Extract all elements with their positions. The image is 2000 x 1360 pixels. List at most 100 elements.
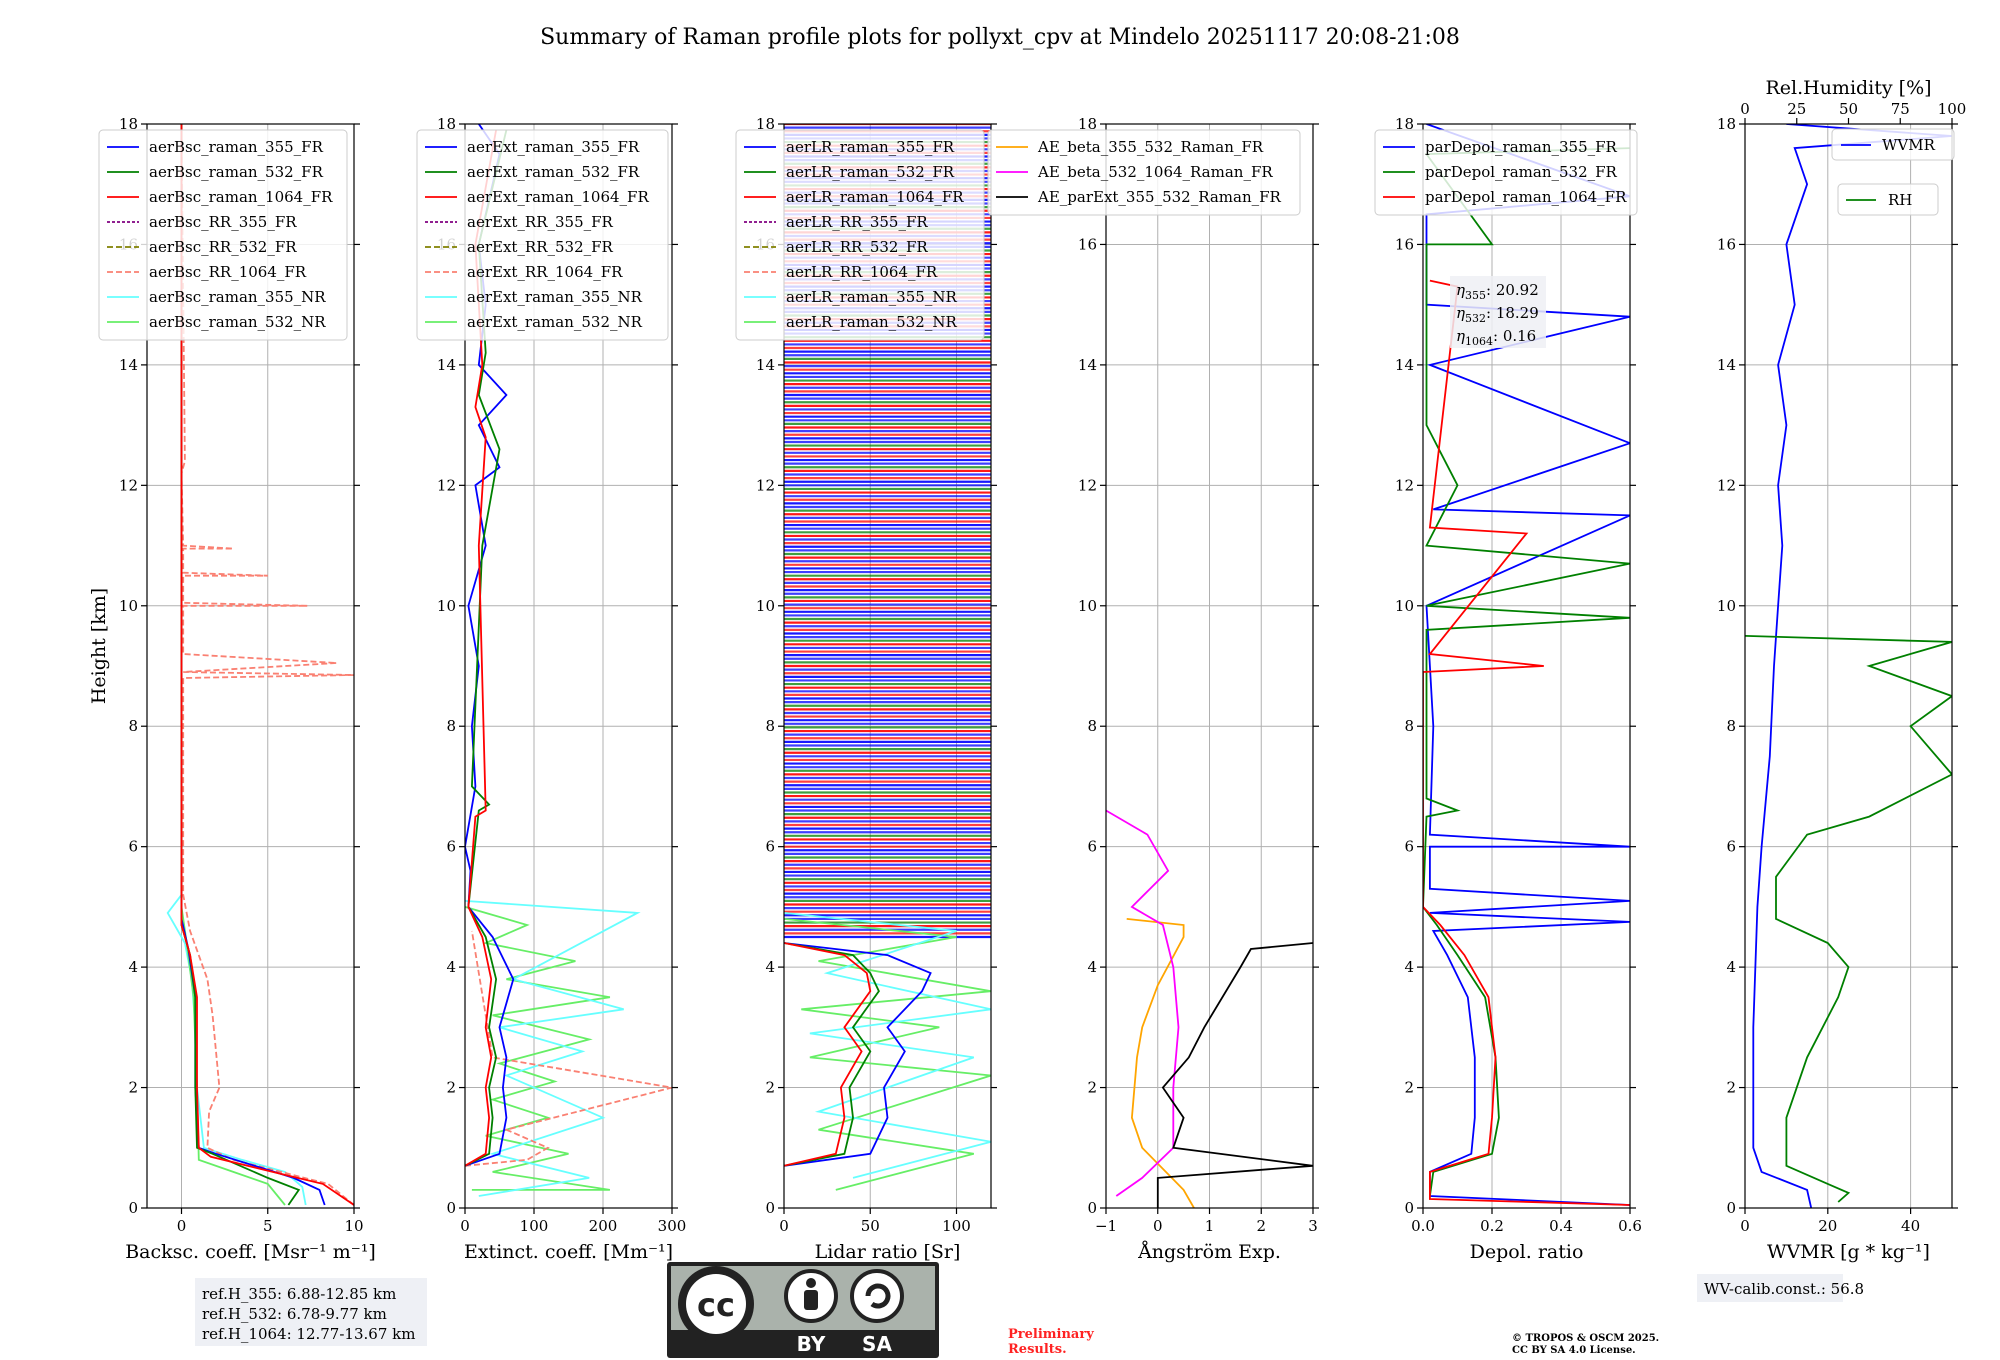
legend-label: aerExt_RR_532_FR [467,238,614,256]
x-tick-label: 0 [460,1217,470,1235]
top-x-tick-label: 100 [1938,100,1967,118]
axes-frame [464,123,673,1209]
legend-label: parDepol_raman_532_FR [1425,163,1618,181]
y-tick-label: 12 [1395,476,1414,494]
x-tick-label: 20 [1818,1217,1837,1235]
y-tick-label: 0 [765,1199,775,1217]
series-AE_beta_532_1064_Raman_FR [1106,809,1180,1197]
legend-label: aerExt_raman_532_NR [467,313,643,331]
legend-label: AE_beta_355_532_Raman_FR [1037,138,1264,156]
x-tick-label: 2 [1256,1217,1266,1235]
y-tick-label: 8 [1726,717,1736,735]
y-tick-label: 18 [1717,115,1736,133]
x-tick-label: 0.2 [1480,1217,1504,1235]
eta-value: : 0.16 [1493,327,1536,345]
series-AE_parExt_355_532_Raman_FR [1156,942,1313,1208]
legend-label: WVMR [1882,136,1936,154]
sa-label: SA [862,1332,892,1356]
figure-title: Summary of Raman profile plots for polly… [540,25,1460,50]
legend-bsc: aerBsc_raman_355_FR aerBsc_raman_532_FRae… [98,129,348,341]
series-aerLR_raman_1064_FR [784,942,872,1167]
legend-label: AE_parExt_355_532_Raman_FR [1037,188,1282,206]
legend-label: AE_beta_532_1064_Raman_FR [1037,163,1273,181]
y-tick-label: 14 [119,356,138,374]
legend-label: aerLR_raman_355_NR [786,288,957,306]
y-tick-label: 4 [1726,958,1736,976]
eta-line: η532: 18.29 [1456,304,1539,325]
y-tick-label: 14 [1395,356,1414,374]
y-tick-label: 6 [1087,838,1097,856]
legend-label: aerLR_raman_355_FR [786,138,955,156]
plot-area-wv [1745,124,1952,1208]
panel-depol: 0 2 4 6 8 10 12 14 16 18 0.0 0.2 0.4 0.6 Depol. ratio p… [1374,115,1642,1263]
legend-box [1374,129,1638,216]
x-axis-label-bsc: Backsc. coeff. [Msr⁻¹ m⁻¹] [125,1241,376,1263]
y-tick-label: 16 [1717,235,1736,253]
y-tick-label: 0 [1726,1199,1736,1217]
y-tick-label: 12 [1717,476,1736,494]
legend-box [735,129,985,341]
legend-lr: aerLR_raman_355_FR aerLR_raman_532_FR aerL… [735,129,985,341]
series-aerExt_raman_355_NR [465,900,641,1197]
x-tick-label: 0.4 [1549,1217,1573,1235]
x-tick-label: −1 [1095,1217,1117,1235]
textbox-bg [195,1278,427,1346]
legend-label: aerBsc_raman_532_NR [149,313,326,331]
cc-license-badge: cc BY SA [667,1262,939,1358]
y-tick-label: 18 [1395,115,1414,133]
x-tick-label: 10 [344,1217,363,1235]
x-tick-label: 0.0 [1411,1217,1435,1235]
by-label: BY [797,1332,826,1356]
series-WVMR [1752,124,1952,1208]
x-tick-label: 300 [658,1217,687,1235]
y-tick-label: 14 [437,356,456,374]
legend-label: parDepol_raman_1064_FR [1425,188,1627,206]
legend-label: aerExt_raman_532_FR [467,163,640,181]
sa-share-alike-icon [850,1269,904,1323]
y-tick-label: 18 [1078,115,1097,133]
y-tick-label: 12 [437,476,456,494]
plot-area-bsc [166,124,354,1206]
x-axis-label-wv: WVMR [g * kg⁻¹] [1767,1241,1930,1263]
y-tick-label: 2 [1726,1079,1736,1097]
y-tick-label: 10 [1078,597,1097,615]
series-parDepol_raman_532_FR [1423,147,1630,1197]
ref-height-box: ref.H_355: 6.88-12.85 km ref.H_532: 6.78-… [195,1278,427,1346]
legend-box [98,129,348,341]
ref-height-line: ref.H_532: 6.78-9.77 km [202,1305,387,1323]
legend-label: RH [1888,191,1912,209]
eta-symbol: η [1456,304,1465,322]
panel-lr: 024681012141618050100Lidar ratio [Sr]aer… [735,115,997,1263]
copyright-line-1: © TROPOS & OSCM 2025. [1512,1333,1659,1344]
legend-label: aerBsc_raman_1064_FR [149,188,333,206]
y-tick-label: 8 [128,717,138,735]
y-tick-label: 0 [1404,1199,1414,1217]
series-RH [1745,635,1952,1203]
legend-wvmr: WVMR [1831,128,1955,161]
x-axis-label-lr: Lidar ratio [Sr] [815,1241,961,1263]
y-tick-label: 4 [1404,958,1414,976]
legend-rh: RH [1837,183,1939,216]
series-AE_beta_355_532_Raman_FR [1126,918,1195,1208]
top-x-tick-label: 0 [1740,100,1750,118]
by-person-body [804,1290,818,1310]
y-tick-label: 6 [1726,838,1736,856]
y-tick-label: 0 [1087,1199,1097,1217]
series-aerBsc_raman_1064_FR [180,124,354,1206]
y-tick-label: 14 [756,356,775,374]
series-parDepol_raman_355_FR [1425,124,1630,1206]
textbox-bg [1697,1274,1843,1302]
eta-subscript: 1064 [1465,335,1493,348]
legend-label: aerExt_raman_355_NR [467,288,643,306]
y-tick-label: 14 [1078,356,1097,374]
x-tick-label: 100 [942,1217,971,1235]
y-tick-label: 6 [446,838,456,856]
cc-circle-inner [686,1274,746,1334]
y-tick-label: 10 [437,597,456,615]
eta-line: η355: 20.92 [1456,281,1539,302]
legend-label: aerBsc_raman_355_NR [149,288,326,306]
legend-depol: parDepol_raman_355_FR parDepol_raman_532_… [1374,129,1638,216]
sa-arrow [865,1283,891,1309]
x-tick-label: 0 [177,1217,187,1235]
